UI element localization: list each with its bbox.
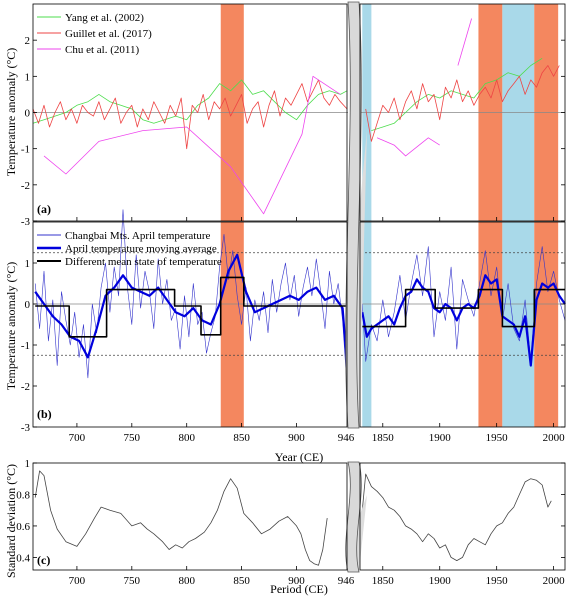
panel-a-label: (a) — [37, 202, 51, 216]
ytick-label-a-4: 1 — [25, 71, 31, 83]
ytick-label-a-5: 2 — [25, 35, 31, 47]
xtick-label-early-b-0: 700 — [69, 432, 86, 444]
series-line-a-0-1 — [371, 57, 543, 131]
series-line-a-0-0 — [32, 79, 348, 124]
xtick-label-early-c-1: 750 — [124, 575, 141, 587]
legend-label-b-2: Different mean state of temperature — [65, 256, 222, 268]
frame-left-b — [32, 221, 348, 428]
panel-c-label: (c) — [37, 553, 50, 567]
ytick-label-b-1: -2 — [21, 381, 30, 393]
xtick-label-break-c: 946 — [338, 575, 355, 587]
legend-label-a-1: Guillet et al. (2017) — [65, 28, 152, 40]
ytick-label-c-3: 1 — [25, 458, 31, 470]
axis-break — [345, 0, 367, 577]
series-line-c-0-1 — [361, 473, 552, 561]
axis-ticks: -3 -2 -1 0 1 2 -3 -2 -1 0 1 0.4 0.6 0.8 1 700 750 800 850 9… — [16, 35, 565, 587]
frame-right-b — [359, 221, 566, 428]
panel-b-ylabel: Temperature anomaly (°C) — [4, 262, 18, 391]
xtick-label-early-c-0: 700 — [69, 575, 86, 587]
data-series — [32, 18, 566, 566]
xtick-label-late-c-2: 1950 — [486, 575, 509, 587]
shaded-period-b-0 — [220, 222, 244, 427]
xtick-label-early-c-3: 850 — [233, 575, 250, 587]
panel-b-xlabel: Year (CE) — [275, 450, 323, 464]
xtick-label-late-b-3: 2000 — [543, 432, 566, 444]
axis-break-wave-ab — [345, 1, 362, 429]
xtick-label-early-c-4: 900 — [288, 575, 305, 587]
ytick-label-b-3: 0 — [25, 299, 31, 311]
ytick-label-c-0: 0.4 — [16, 552, 30, 564]
xtick-label-late-c-1: 1900 — [429, 575, 452, 587]
xtick-label-late-c-0: 1850 — [372, 575, 395, 587]
xtick-label-early-b-4: 900 — [288, 432, 305, 444]
ytick-label-b-2: -1 — [21, 340, 30, 352]
xtick-label-break-b: 946 — [338, 432, 355, 444]
xtick-label-early-b-3: 850 — [233, 432, 250, 444]
xtick-label-late-b-0: 1850 — [372, 432, 395, 444]
series-line-a-1-0 — [32, 79, 348, 150]
shaded-period-b-4 — [534, 222, 559, 427]
ytick-label-c-2: 0.8 — [16, 489, 30, 501]
ytick-label-c-1: 0.6 — [16, 521, 30, 533]
frame-left-c — [32, 462, 348, 571]
legend-label-a-0: Yang et al. (2002) — [65, 12, 144, 24]
legend-label-b-1: April temperature moving average — [65, 243, 217, 255]
xtick-label-late-b-1: 1900 — [429, 432, 452, 444]
ytick-label-b-4: 1 — [25, 258, 31, 270]
panel-c-ylabel: Standard deviation (°C) — [4, 464, 18, 578]
series-line-a-1-1 — [365, 65, 560, 142]
series-line-c-0-0 — [34, 470, 328, 566]
axis-break-wave-c — [345, 461, 362, 573]
legend-label-b-0: Changbai Mts. April temperature — [65, 230, 211, 242]
legends: Yang et al. (2002) Guillet et al. (2017) C… — [37, 12, 222, 268]
series-line-a-2-1 — [376, 137, 440, 157]
ytick-label-a-2: -1 — [21, 144, 30, 156]
shaded-period-b-3 — [502, 222, 535, 427]
ytick-label-b-0: -3 — [21, 422, 31, 434]
series-line-b-1-0 — [34, 253, 349, 366]
xtick-label-early-c-2: 800 — [178, 575, 195, 587]
frame-right-c — [359, 462, 566, 571]
shaded-periods — [220, 4, 559, 427]
series-line-b-2-0 — [35, 276, 347, 338]
panel-b-label: (b) — [37, 407, 52, 421]
series-line-a-2-2 — [457, 18, 472, 66]
ytick-label-a-0: -3 — [21, 216, 31, 228]
legend-label-a-2: Chu et al. (2011) — [65, 44, 139, 56]
xtick-label-late-c-3: 2000 — [543, 575, 566, 587]
xtick-label-early-b-2: 800 — [178, 432, 195, 444]
xtick-label-early-b-1: 750 — [124, 432, 141, 444]
series-line-b-2-1 — [362, 288, 565, 328]
panel-c-xlabel: Period (CE) — [270, 582, 328, 596]
ytick-label-a-3: 0 — [25, 108, 31, 120]
shaded-period-b-1 — [362, 222, 372, 427]
ytick-label-a-1: -2 — [21, 180, 30, 192]
xtick-label-late-b-2: 1950 — [486, 432, 509, 444]
series-line-a-2-0 — [43, 75, 341, 215]
shaded-period-b-2 — [478, 222, 503, 427]
panel-a-ylabel: Temperature anomaly (°C) — [4, 48, 18, 177]
